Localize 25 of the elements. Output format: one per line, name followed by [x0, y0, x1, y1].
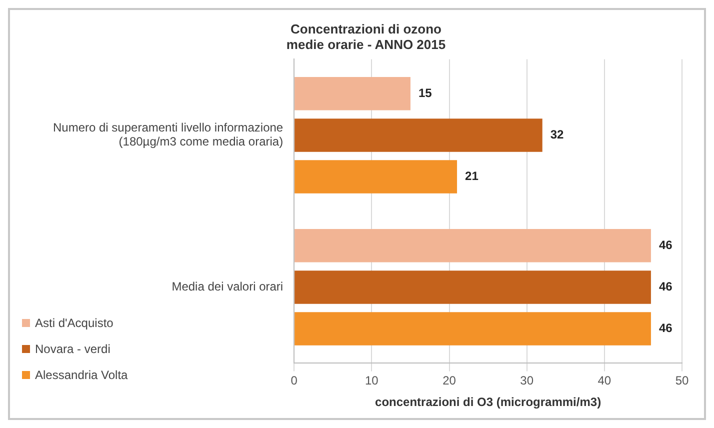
data-label: 46 [658, 321, 673, 336]
data-label: 32 [550, 128, 564, 142]
x-tick-label: 0 [290, 374, 298, 388]
data-label: 46 [658, 238, 673, 252]
x-axis-title: concentrazioni di O3 (microgrammi/m3) [375, 395, 602, 410]
x-tick-label: 40 [598, 374, 612, 388]
chart-title: Concentrazioni di ozono medie orarie - ANNO 2015 [286, 21, 446, 52]
bar [294, 77, 410, 110]
bar [294, 270, 651, 304]
legend-label: Asti d'Acquisto [34, 315, 114, 332]
data-label: 15 [418, 86, 432, 100]
data-label: 21 [465, 169, 479, 184]
legend-label: Alessandria Volta [34, 367, 128, 384]
y-tick-label: Media dei valori orari [172, 280, 284, 294]
data-label: 46 [658, 280, 673, 294]
bar [294, 118, 542, 152]
bar [294, 312, 651, 346]
x-tick-label: 50 [675, 374, 689, 388]
legend-label: Novara - verdi [34, 341, 112, 358]
x-tick-label: 10 [365, 374, 379, 388]
x-tick-label: 30 [520, 374, 534, 388]
y-tick-label: Numero di superamenti livello informazione (180µg/m3 come media oraria) [52, 120, 284, 149]
x-tick-label: 20 [442, 374, 456, 388]
bar [294, 160, 458, 194]
bar [294, 229, 651, 262]
